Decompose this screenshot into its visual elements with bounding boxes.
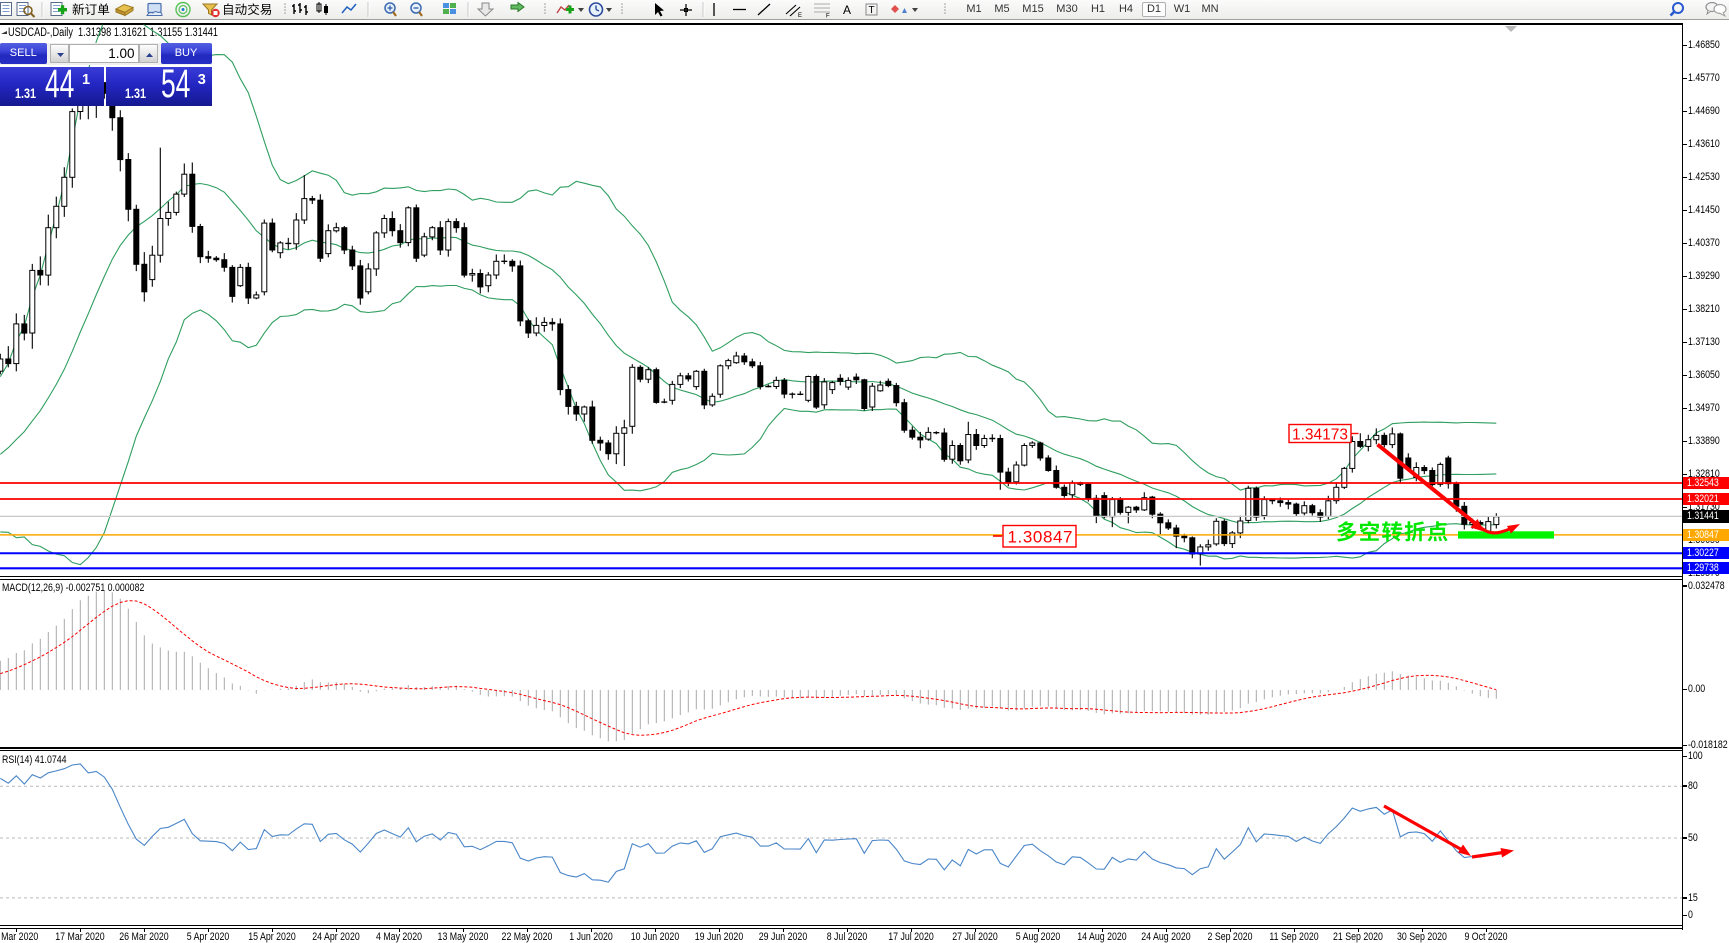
- svg-text:A: A: [843, 3, 851, 17]
- svg-text:T: T: [869, 5, 875, 16]
- svg-text:F: F: [826, 14, 830, 20]
- svg-text:E: E: [798, 13, 802, 19]
- svg-text:1.34173: 1.34173: [1292, 426, 1348, 443]
- svg-text:1.30847: 1.30847: [1008, 528, 1073, 547]
